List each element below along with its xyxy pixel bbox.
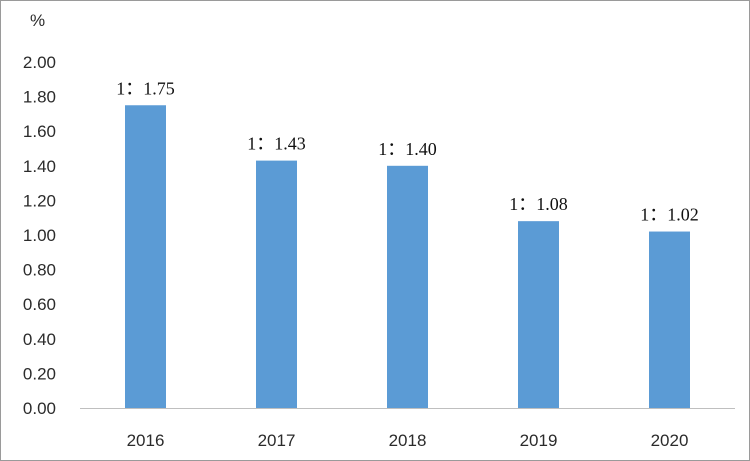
- x-tick-label: 2020: [651, 431, 689, 450]
- x-tick-label: 2016: [127, 431, 165, 450]
- bars: [125, 105, 690, 408]
- data-label: 1：1.02: [640, 205, 699, 225]
- data-label: 1：1.08: [509, 194, 568, 214]
- x-tick-label: 2017: [258, 431, 296, 450]
- bar-2020: [649, 231, 690, 408]
- y-tick-label: 1.20: [23, 191, 56, 210]
- x-tick-label: 2019: [520, 431, 558, 450]
- y-tick-label: 0.00: [23, 399, 56, 418]
- y-tick-label: 1.40: [23, 157, 56, 176]
- data-labels: 1：1.75 1：1.43 1：1.40 1：1.08 1：1.02: [116, 78, 699, 224]
- y-tick-label: 0.20: [23, 364, 56, 383]
- data-label: 1：1.40: [378, 139, 437, 159]
- y-tick-label: 1.80: [23, 88, 56, 107]
- y-unit-label: %: [30, 11, 45, 30]
- bar-2019: [518, 221, 559, 408]
- y-tick-label: 2.00: [23, 53, 56, 72]
- y-tick-label: 1.00: [23, 226, 56, 245]
- bar-2017: [256, 160, 297, 408]
- y-axis-ticks: 0.00 0.20 0.40 0.60 0.80 1.00 1.20 1.40 1.60 1.80…: [23, 53, 56, 418]
- x-tick-label: 2018: [389, 431, 427, 450]
- y-tick-label: 0.40: [23, 330, 56, 349]
- bar-2018: [387, 165, 428, 408]
- y-tick-label: 1.60: [23, 122, 56, 141]
- y-tick-label: 0.60: [23, 295, 56, 314]
- x-axis-ticks: 2016 2017 2018 2019 2020: [127, 431, 689, 450]
- data-label: 1：1.75: [116, 78, 175, 98]
- data-label: 1：1.43: [247, 134, 306, 154]
- y-tick-label: 0.80: [23, 261, 56, 280]
- bar-2016: [125, 105, 166, 408]
